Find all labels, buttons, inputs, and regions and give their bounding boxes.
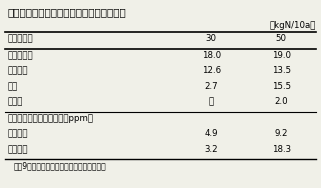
Text: 土壌残留: 土壌残留 bbox=[8, 66, 28, 75]
Text: 窒素施用量: 窒素施用量 bbox=[8, 34, 33, 43]
Text: －: － bbox=[209, 97, 214, 106]
Text: 19.0: 19.0 bbox=[272, 51, 291, 60]
Text: 13.5: 13.5 bbox=[272, 66, 291, 75]
Text: 3.2: 3.2 bbox=[204, 145, 218, 154]
Text: 2.0: 2.0 bbox=[274, 97, 288, 106]
Text: 12.6: 12.6 bbox=[202, 66, 221, 75]
Text: 未回収: 未回収 bbox=[8, 97, 23, 106]
Text: 茶樹の吸収: 茶樹の吸収 bbox=[8, 51, 33, 60]
Text: 計算値: 計算値 bbox=[8, 145, 28, 154]
Text: 18.0: 18.0 bbox=[202, 51, 221, 60]
Text: 30: 30 bbox=[206, 34, 217, 43]
Text: 2.7: 2.7 bbox=[204, 82, 218, 91]
Text: 9.2: 9.2 bbox=[274, 129, 288, 138]
Text: 表１　窒素施用量の異なる茶園の窒素収支: 表１ 窒素施用量の異なる茶園の窒素収支 bbox=[8, 7, 126, 17]
Text: 溶脱: 溶脱 bbox=[8, 82, 18, 91]
Text: 実測値: 実測値 bbox=[8, 129, 28, 138]
Text: 18.3: 18.3 bbox=[272, 145, 291, 154]
Text: 15.5: 15.5 bbox=[272, 82, 291, 91]
Text: 4.9: 4.9 bbox=[204, 129, 218, 138]
Text: 50: 50 bbox=[276, 34, 287, 43]
Text: 注）9年生茶樹を用いたライシメーター試験: 注）9年生茶樹を用いたライシメーター試験 bbox=[14, 161, 107, 170]
Text: 排水中の硝酸性窒素濃度（ppm）: 排水中の硝酸性窒素濃度（ppm） bbox=[8, 114, 94, 123]
Text: （kgN/10a）: （kgN/10a） bbox=[270, 21, 317, 30]
